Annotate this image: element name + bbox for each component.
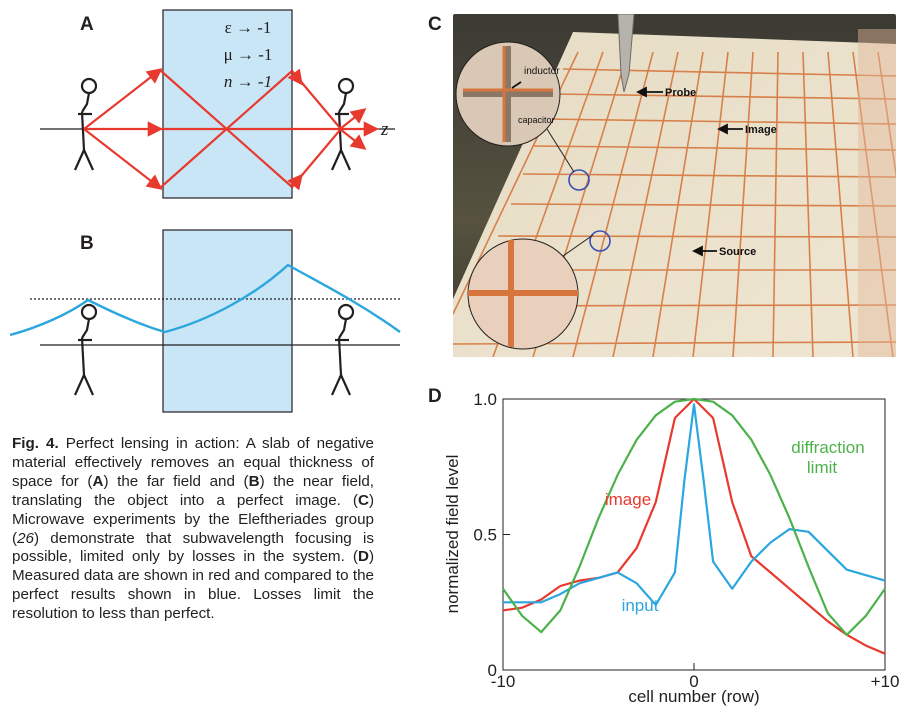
caption-text-5: ) demonstrate that subwavelength focusin…: [12, 530, 374, 566]
image-label: Image: [745, 124, 777, 136]
right-stick-figure-b: [332, 305, 353, 395]
caption-ref-b: B: [249, 473, 260, 490]
n-equation: n → -1: [224, 72, 272, 91]
panel-b-diagram: [0, 225, 445, 415]
x-tick-label: +10: [871, 672, 900, 691]
caption-fig-label: Fig. 4.: [12, 435, 59, 452]
figure-caption: Fig. 4. Perfect lensing in action: A sla…: [12, 435, 374, 624]
y-axis-label: normalized field level: [443, 455, 462, 614]
series-line-input: [503, 404, 885, 605]
experiment-photo-drawing: Probe Image Source inductor capacitor: [453, 14, 896, 357]
board-edge: [858, 29, 896, 357]
y-tick-label: 0.5: [473, 526, 497, 545]
negative-index-slab-b: [163, 230, 292, 412]
epsilon-equation: ε → -1: [225, 18, 272, 37]
inductor-label: inductor: [524, 66, 560, 77]
caption-ref-c: C: [358, 492, 369, 509]
annotation-input: input: [622, 596, 659, 615]
mu-equation: μ → -1: [224, 45, 273, 64]
left-stick-figure-b: [75, 305, 96, 395]
x-axis-label: cell number (row): [628, 687, 759, 706]
experiment-photo: Probe Image Source inductor capacitor: [453, 14, 896, 357]
z-axis-label: z: [380, 119, 389, 140]
panel-c-letter: C: [428, 14, 442, 36]
capacitor-label: capacitor: [518, 115, 555, 125]
caption-text-2: ) the far field and (: [103, 473, 248, 490]
left-stick-figure: [75, 79, 96, 170]
y-tick-label: 0: [488, 661, 497, 680]
annotation-limit: limit: [807, 458, 837, 477]
probe-label: Probe: [665, 87, 696, 99]
panel-a-diagram: ε → -1 μ → -1 n → -1 z: [0, 0, 445, 225]
series-line-diffraction-limit: [503, 399, 885, 635]
y-tick-label: 1.0: [473, 390, 497, 409]
caption-ref-d: D: [358, 548, 369, 565]
caption-ref-a: A: [93, 473, 104, 490]
source-label: Source: [719, 246, 756, 258]
annotation-image: image: [605, 490, 651, 509]
annotation-diffraction: diffraction: [791, 438, 864, 457]
caption-citation: 26: [17, 530, 34, 547]
right-stick-figure: [332, 79, 353, 170]
